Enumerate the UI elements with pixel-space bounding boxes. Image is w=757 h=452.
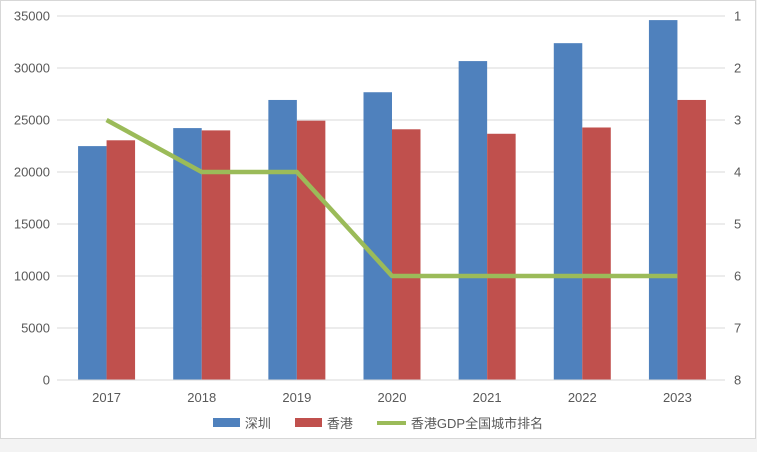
x-axis-category-label: 2017: [92, 390, 121, 405]
legend-label-shenzhen: 深圳: [244, 416, 271, 431]
right-axis-tick-label: 6: [734, 269, 741, 284]
bar-香港-2018: [201, 130, 231, 380]
bar-深圳-2023: [648, 20, 678, 381]
legend-swatch-hongkong: [294, 418, 322, 427]
bar-深圳-2020: [363, 92, 392, 381]
bar-香港-2022: [582, 127, 611, 380]
legend-label-hk-gdp-rank: 香港GDP全国城市排名: [410, 416, 544, 431]
x-axis-category-label: 2022: [568, 390, 597, 405]
legend-swatch-hk-gdp-rank-line: [376, 420, 406, 425]
bar-深圳-2017: [78, 146, 107, 380]
right-axis-tick-label: 3: [734, 113, 741, 128]
line-series-香港GDP全国城市排名: [105, 118, 678, 279]
right-axis-tick-label: 4: [734, 165, 741, 180]
legend-swatch-shenzhen: [212, 418, 240, 427]
right-axis-tick-label: 2: [734, 61, 741, 76]
legend-item-hongkong: 香港: [294, 413, 353, 432]
bar-香港-2020: [392, 129, 421, 380]
x-axis-category-label: 2019: [282, 390, 311, 405]
right-axis-tick-label: 7: [734, 321, 741, 336]
chart-panel: 0 5000 10000 15000 20000 25000 30000 35000 1 2 3 4 5…: [0, 0, 756, 439]
chart-svg: 0 5000 10000 15000 20000 25000 30000 35000 1 2 3 4 5…: [14, 9, 741, 406]
bar-深圳-2019: [268, 99, 297, 380]
legend-item-hk-gdp-rank: 香港GDP全国城市排名: [376, 413, 544, 432]
x-axis-category-label: 2018: [187, 390, 216, 405]
x-axis-category-label: 2023: [663, 390, 692, 405]
bar-香港-2019: [296, 120, 326, 380]
left-axis-tick-label: 20000: [14, 165, 50, 180]
bar-香港-2023: [677, 99, 706, 381]
left-axis-tick-label: 10000: [14, 269, 50, 284]
left-axis-tick-label: 30000: [14, 61, 50, 76]
bar-香港-2017: [106, 140, 136, 380]
x-axis-category-label: 2021: [473, 390, 502, 405]
chart-legend: 深圳 香港 香港GDP全国城市排名: [1, 413, 755, 432]
legend-label-hongkong: 香港: [326, 416, 353, 431]
bar-深圳-2022: [553, 43, 583, 381]
left-axis-tick-label: 35000: [14, 9, 50, 24]
x-axis-category-label: 2020: [378, 390, 407, 405]
bar-香港-2021: [487, 133, 516, 380]
left-axis-tick-label: 15000: [14, 217, 50, 232]
right-axis-tick-label: 1: [734, 9, 741, 24]
left-axis-tick-label: 25000: [14, 113, 50, 128]
left-axis-tick-label: 5000: [21, 321, 50, 336]
left-axis-tick-label: 0: [43, 373, 50, 388]
legend-item-shenzhen: 深圳: [212, 413, 271, 432]
right-axis-tick-label: 8: [734, 373, 741, 388]
bar-深圳-2021: [458, 61, 488, 381]
right-axis-tick-label: 5: [734, 217, 741, 232]
